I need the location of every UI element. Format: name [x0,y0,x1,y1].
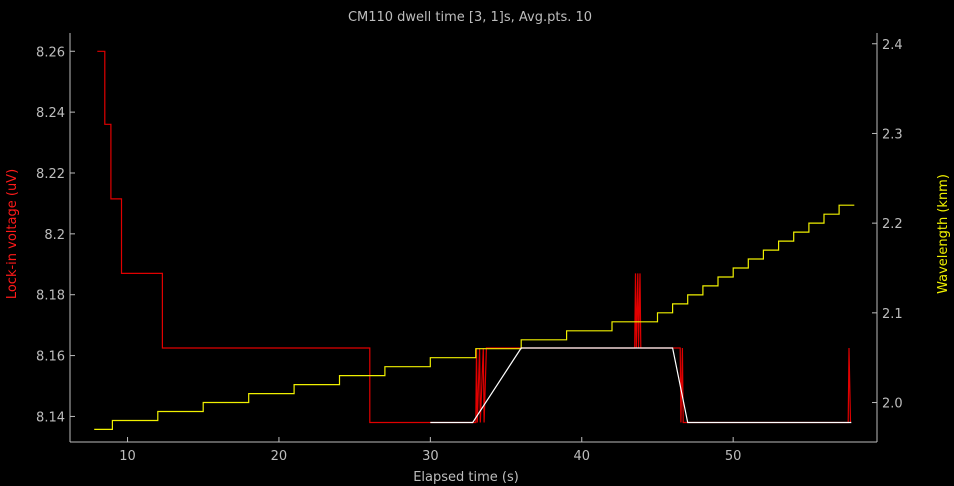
left-y-tick-label: 8.18 [36,289,65,304]
x-axis-label: Elapsed time (s) [413,470,519,485]
left-y-axis-label: Lock-in voltage (uV) [5,169,20,299]
right-y-tick-label: 2.1 [882,307,903,322]
left-y-axis-ticks: 8.14 8.16 8.18 8.2 8.22 8.24 8.26 [36,45,75,425]
x-tick-label: 40 [573,449,590,464]
left-y-tick-label: 8.16 [36,350,65,365]
x-tick-label: 50 [725,449,742,464]
left-y-tick-label: 8.24 [36,106,65,121]
right-y-axis-ticks: 2.0 2.1 2.2 2.3 2.4 [872,38,903,412]
left-y-tick-label: 8.26 [36,45,65,60]
left-y-tick-label: 8.2 [44,228,65,243]
chart-title: CM110 dwell time [3, 1]s, Avg.pts. 10 [348,10,592,25]
average-voltage-line [430,347,852,424]
x-tick-label: 30 [422,449,439,464]
left-y-tick-label: 8.14 [36,410,65,425]
chart-series [94,50,855,430]
left-y-tick-label: 8.22 [36,167,65,182]
right-y-tick-label: 2.2 [882,217,903,232]
wavelength-line [94,204,855,430]
x-tick-label: 20 [271,449,288,464]
right-y-axis-label: Wavelength (knm) [936,174,951,294]
right-y-tick-label: 2.0 [882,397,903,412]
lockin-voltage-line [97,50,852,424]
x-tick-label: 10 [119,449,136,464]
right-y-tick-label: 2.4 [882,38,903,53]
right-y-tick-label: 2.3 [882,127,903,142]
x-axis-ticks: 10 20 30 40 50 [119,437,741,464]
